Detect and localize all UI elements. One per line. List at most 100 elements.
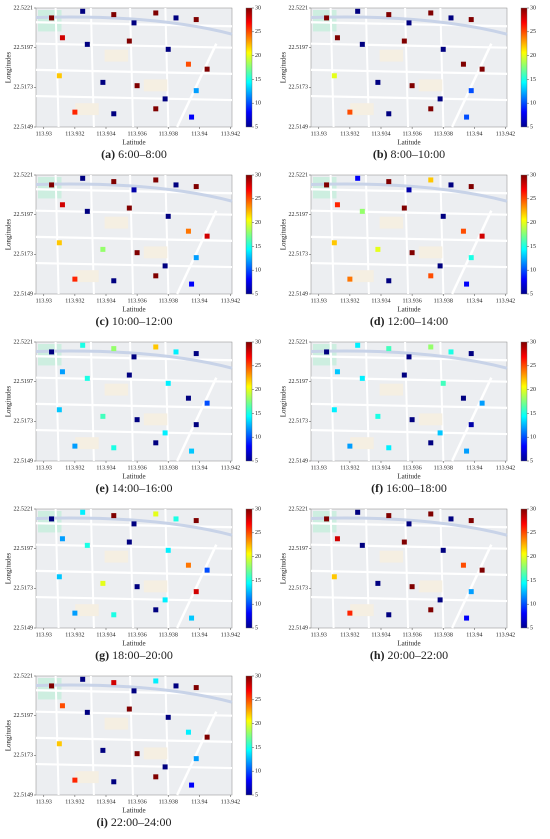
- x-tick-label: 113.938: [159, 799, 178, 805]
- parking-point: [189, 448, 195, 454]
- parking-point: [359, 208, 365, 214]
- colorbar-tick-label: 10: [530, 435, 536, 441]
- parking-point: [468, 518, 474, 524]
- map-park: [313, 344, 337, 366]
- x-axis-label: Latitude: [122, 473, 145, 481]
- map-park: [38, 10, 62, 32]
- colorbar-tick-label: 15: [530, 411, 536, 417]
- x-tick-label: 113.934: [371, 298, 390, 304]
- parking-point: [386, 346, 392, 352]
- parking-point: [386, 111, 392, 117]
- parking-point: [59, 536, 65, 542]
- parking-point: [468, 255, 474, 261]
- map-block: [418, 246, 443, 259]
- map-road: [35, 42, 233, 49]
- parking-point: [331, 407, 337, 413]
- map-road: [310, 428, 508, 436]
- colorbar-tick-label: 30: [255, 339, 261, 345]
- colorbar-tick-label: 25: [255, 29, 261, 35]
- map-road: [404, 341, 410, 462]
- x-tick-label: 113.938: [159, 632, 178, 638]
- map-road: [35, 68, 233, 75]
- parking-point: [162, 764, 168, 770]
- map-road: [310, 235, 508, 242]
- y-tick-label: 22.5149: [289, 291, 309, 297]
- colorbar-tick-label: 15: [530, 77, 536, 83]
- parking-point: [460, 562, 466, 568]
- parking-point: [193, 518, 199, 524]
- caption-text: 10:00–12:00: [112, 314, 173, 328]
- parking-point: [331, 73, 337, 79]
- parking-point: [72, 109, 78, 115]
- parking-point: [49, 182, 55, 188]
- parking-point: [347, 276, 353, 282]
- x-tick-label: 113.942: [496, 298, 515, 304]
- x-tick-label: 113.932: [340, 298, 359, 304]
- x-tick-label: 113.936: [127, 799, 146, 805]
- parking-point: [153, 177, 159, 183]
- caption-text: 12:00–14:00: [388, 314, 449, 328]
- map-road: [164, 341, 170, 462]
- x-tick-label: 113.938: [434, 131, 453, 137]
- parking-point: [401, 372, 407, 378]
- parking-point: [406, 521, 412, 527]
- colorbar-tick-label: 10: [255, 435, 261, 441]
- parking-point: [428, 106, 434, 112]
- parking-point: [193, 17, 199, 23]
- y-tick-label: 22.5149: [14, 124, 34, 130]
- caption-label: (i): [97, 815, 108, 829]
- x-tick-label: 113.94: [466, 131, 482, 137]
- parking-point: [347, 610, 353, 616]
- parking-point: [80, 676, 86, 682]
- parking-point: [49, 15, 55, 21]
- parking-point: [437, 430, 443, 436]
- parking-point: [437, 263, 443, 269]
- colorbar-tick-label: 30: [530, 339, 536, 345]
- colorbar-tick-label: 30: [255, 506, 261, 512]
- caption: (d) 12:00–14:00: [370, 314, 448, 328]
- y-tick-label: 22.5173: [289, 85, 309, 91]
- parking-point: [355, 509, 361, 515]
- map-park: [313, 177, 337, 199]
- parking-point: [84, 375, 90, 381]
- parking-point: [84, 41, 90, 47]
- parking-point: [72, 443, 78, 449]
- parking-point: [428, 10, 434, 16]
- map-road: [310, 402, 508, 409]
- x-axis-label: Latitude: [397, 473, 420, 481]
- map-highway: [310, 182, 508, 203]
- map-park: [38, 511, 62, 533]
- colorbar-tick-label: 10: [255, 602, 261, 608]
- x-tick-label: 113.938: [434, 632, 453, 638]
- caption: (b) 8:00–10:00: [373, 147, 445, 161]
- colorbar-tick-label: 30: [530, 5, 536, 11]
- y-tick-label: 22.5221: [14, 673, 34, 679]
- colorbar-tick-label: 15: [255, 578, 261, 584]
- parking-point: [165, 213, 171, 219]
- map-road: [54, 675, 60, 796]
- y-tick-label: 22.5221: [289, 5, 309, 11]
- map-road: [164, 7, 170, 128]
- map-road: [35, 261, 233, 269]
- parking-point: [437, 597, 443, 603]
- map-road: [129, 174, 135, 295]
- map-road: [439, 508, 445, 629]
- map-road: [54, 341, 60, 462]
- map-road: [35, 736, 233, 743]
- x-tick-label: 113.934: [96, 632, 115, 638]
- caption: (i) 22:00–24:00: [97, 815, 172, 829]
- colorbar-tick-label: 30: [255, 673, 261, 679]
- parking-point: [126, 706, 132, 712]
- colorbar-tick-label: 30: [530, 506, 536, 512]
- y-tick-label: 22.5197: [289, 546, 309, 552]
- parking-point: [479, 400, 485, 406]
- x-tick-label: 113.938: [159, 465, 178, 471]
- colorbar: [245, 675, 253, 796]
- x-tick-label: 113.93: [36, 799, 52, 805]
- x-tick-label: 113.94: [466, 298, 482, 304]
- x-axis-label: Latitude: [122, 807, 145, 815]
- map-road: [35, 543, 233, 550]
- x-tick-label: 113.94: [466, 632, 482, 638]
- caption-text: 8:00–10:00: [391, 147, 446, 161]
- colorbar-tick-label: 10: [255, 769, 261, 775]
